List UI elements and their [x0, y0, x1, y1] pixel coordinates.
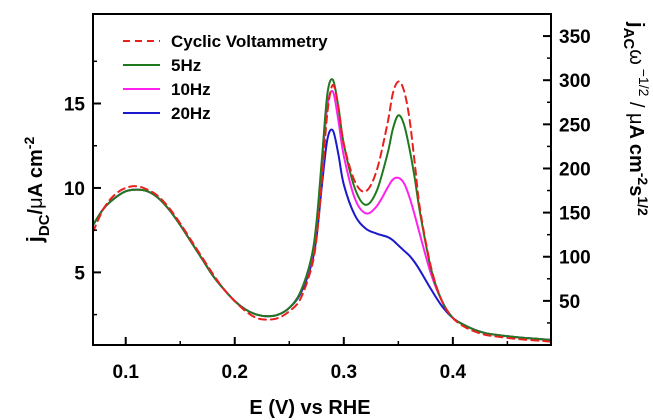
y-axis-right-label: jACω −1/2 / μA cm-2s1/2: [620, 21, 652, 216]
y-left-tick-label: 15: [64, 95, 86, 116]
series-line-5hz: [93, 78, 551, 341]
x-axis-label: E (V) vs RHE: [249, 397, 370, 419]
legend-label: 20Hz: [171, 104, 211, 123]
y-right-tick-label: 100: [559, 248, 591, 269]
series-line-cyclic-voltammetry: [93, 80, 551, 343]
ticks-layer: 0.1 0.2 0.3 0.4 5 10 15 50 100 150 200 250 300 350: [64, 27, 591, 383]
y-right-tick-label: 350: [559, 27, 591, 48]
y-left-tick-label: 5: [74, 263, 85, 284]
legend-label: 5Hz: [171, 56, 201, 75]
y-right-tick-label: 50: [559, 292, 580, 313]
y-left-tick-label: 10: [64, 179, 85, 200]
y-axis-left-label: jDC/μA cm-2: [21, 137, 53, 244]
y-right-tick-label: 150: [559, 204, 591, 225]
legend: Cyclic Voltammetry 5Hz 10Hz 20Hz: [123, 32, 328, 123]
legend-label: 10Hz: [171, 80, 211, 99]
y-right-tick-label: 250: [559, 115, 591, 136]
plot-frame: [92, 13, 552, 346]
x-tick-label: 0.1: [113, 362, 140, 383]
legend-label: Cyclic Voltammetry: [171, 32, 328, 51]
series-line-10hz: [93, 90, 551, 341]
y-right-tick-label: 300: [559, 71, 591, 92]
x-tick-label: 0.2: [222, 362, 248, 383]
series-layer: [93, 78, 551, 343]
x-tick-label: 0.4: [440, 362, 467, 383]
x-tick-label: 0.3: [331, 362, 357, 383]
y-right-tick-label: 200: [559, 159, 591, 180]
